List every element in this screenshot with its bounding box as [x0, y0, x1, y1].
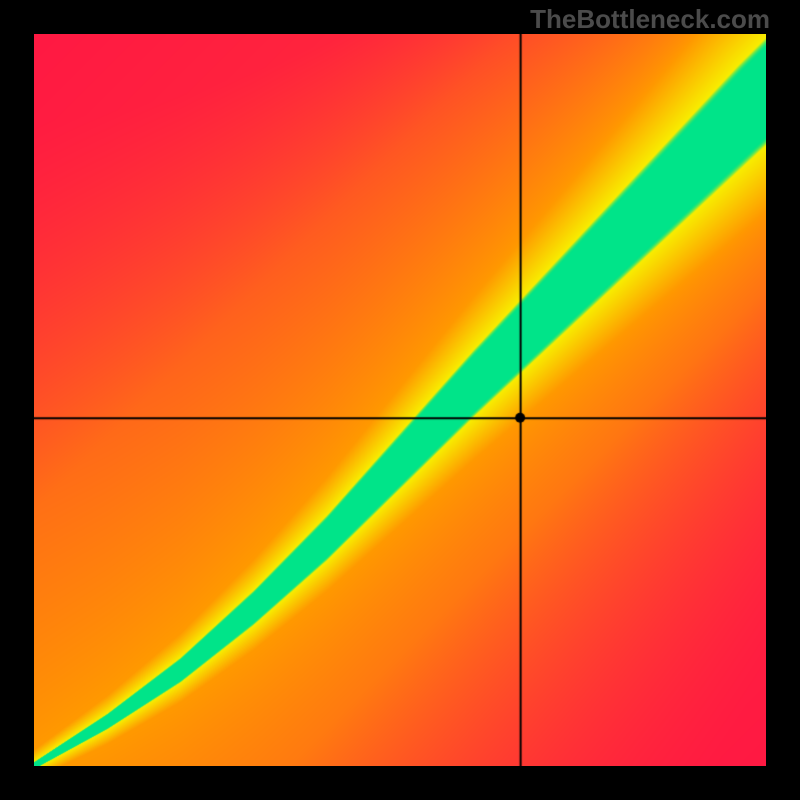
- bottleneck-heatmap: [34, 34, 766, 766]
- source-watermark: TheBottleneck.com: [530, 4, 770, 35]
- chart-stage: TheBottleneck.com: [0, 0, 800, 800]
